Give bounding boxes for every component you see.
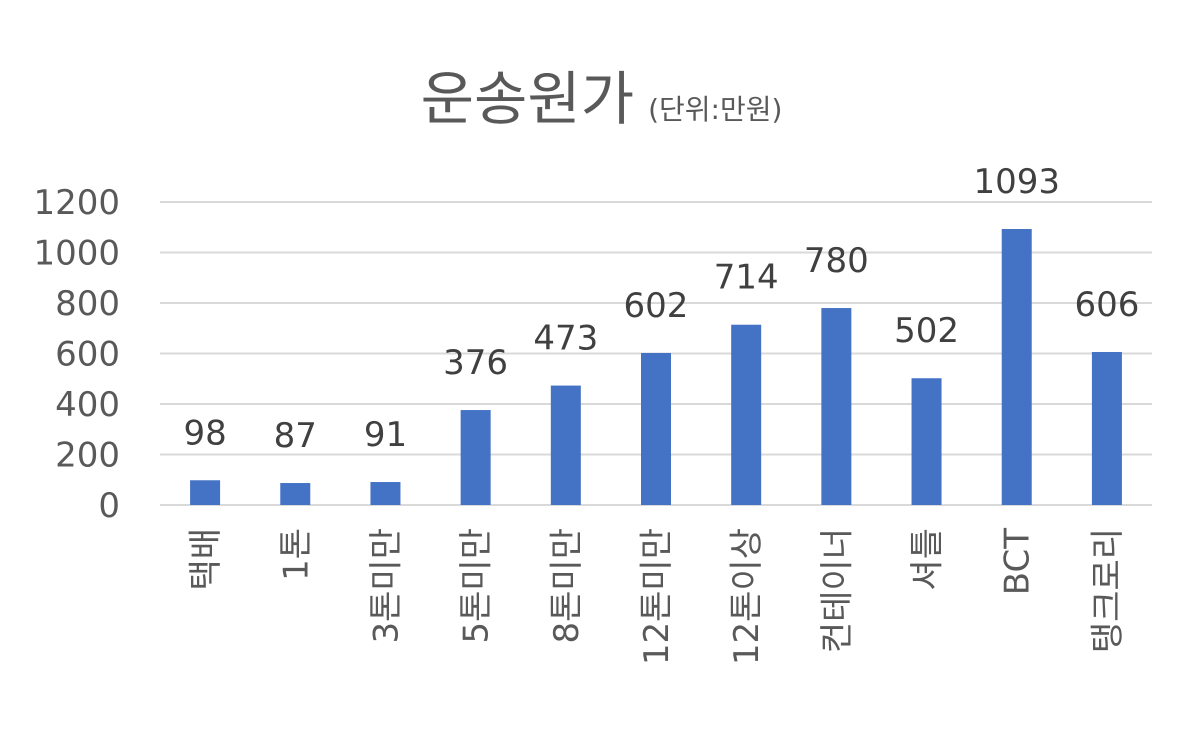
category-label: 5톤미만 [457,528,497,643]
bar [641,352,671,505]
data-label: 780 [804,241,869,281]
bar [821,308,852,505]
category-label: 3톤미만 [366,528,406,643]
chart-title: 운송원가 (단위:만원) [0,52,1203,136]
data-label: 1093 [973,162,1060,202]
category-label: 12톤미만 [637,528,677,665]
category-label: 컨테이너 [817,528,857,653]
y-tick-label: 1200 [33,183,120,223]
bar [280,483,311,505]
y-tick-label: 400 [55,385,120,425]
category-label: BCT [998,528,1038,595]
category-label: 12톤이상 [727,528,767,665]
y-tick-label: 1000 [33,234,120,274]
data-label: 602 [624,286,689,326]
category-label: 택배 [186,528,226,591]
y-tick-label: 800 [55,284,120,324]
bar [911,378,942,505]
bar [1091,351,1122,505]
bar [460,410,491,505]
bar [370,482,401,505]
category-label: 8톤미만 [547,528,587,643]
category-label: 탱크로리 [1088,528,1128,653]
bar [731,324,762,505]
chart-subtitle: (단위:만원) [648,93,783,126]
category-label: 1톤 [276,528,316,581]
data-label: 714 [714,258,779,298]
category-label: 셔틀 [908,528,948,591]
data-label: 473 [533,319,598,359]
bar [190,480,221,505]
data-label: 502 [894,311,959,351]
y-tick-label: 0 [98,486,120,526]
data-label: 606 [1074,285,1139,325]
chart-title-text: 운송원가 [420,65,635,133]
data-label: 98 [183,413,226,453]
y-tick-label: 200 [55,436,120,476]
data-label: 376 [443,343,508,383]
data-label: 91 [364,415,407,455]
bar [1001,229,1032,505]
data-label: 87 [274,416,317,456]
bar [550,385,581,505]
y-tick-label: 600 [55,335,120,375]
